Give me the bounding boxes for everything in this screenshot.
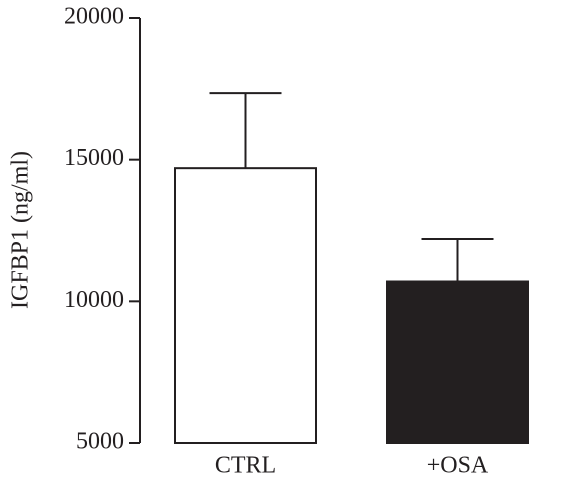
x-tick-label: +OSA bbox=[427, 453, 489, 479]
y-tick-label: 10000 bbox=[64, 287, 124, 313]
x-tick-label: CTRL bbox=[215, 453, 276, 479]
y-tick-label: 5000 bbox=[76, 429, 124, 455]
y-axis-label: IGFBP1 (ng/ml) bbox=[8, 151, 34, 309]
y-tick-label: 15000 bbox=[64, 145, 124, 171]
y-tick-label: 20000 bbox=[64, 4, 124, 30]
bar bbox=[386, 280, 529, 444]
bar bbox=[174, 167, 317, 445]
